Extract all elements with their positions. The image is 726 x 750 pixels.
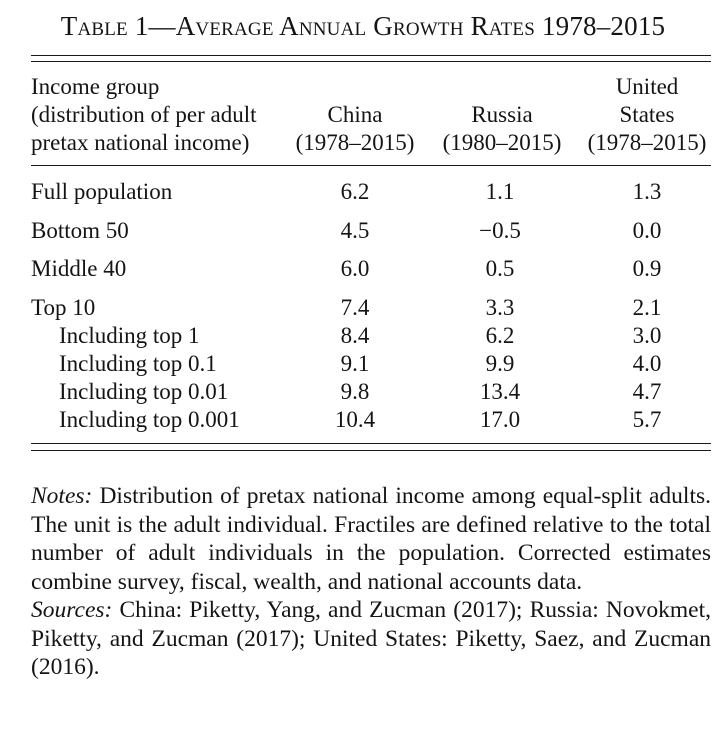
row-label: Full population — [31, 179, 173, 204]
sources-paragraph: Sources: China: Piketty, Yang, and Zucma… — [31, 596, 711, 682]
row-label: Including top 0.01 — [59, 379, 229, 404]
cell-us: 4.0 — [632, 351, 662, 376]
header-russia-line-2: (1980–2015) — [442, 130, 562, 155]
cell-russia: −0.5 — [479, 218, 521, 243]
row-label: Top 10 — [31, 295, 96, 320]
cell-russia: 0.5 — [485, 256, 515, 281]
cell-us: 3.0 — [632, 323, 662, 348]
cell-china: 8.4 — [340, 323, 370, 348]
header-china-line-1: China — [327, 102, 383, 127]
cell-china: 10.4 — [334, 407, 376, 432]
cell-china: 6.0 — [340, 256, 370, 281]
header-us-line-1: United — [615, 74, 679, 99]
header-income-line-2: (distribution of per adult — [31, 102, 257, 127]
row-label: Bottom 50 — [31, 218, 129, 243]
row-label: Including top 0.001 — [59, 407, 240, 432]
notes-label: Notes: — [31, 483, 93, 509]
header-china-line-2: (1978–2015) — [295, 130, 415, 155]
table-notes: Notes: Distribution of pretax national i… — [31, 482, 711, 682]
table-row: Bottom 50 4.5 −0.5 0.0 — [0, 217, 726, 245]
table-row: Middle 40 6.0 0.5 0.9 — [0, 255, 726, 283]
row-label: Including top 0.1 — [59, 351, 217, 376]
table-row: Including top 0.1 9.1 9.9 4.0 — [0, 350, 726, 378]
cell-china: 6.2 — [340, 179, 370, 204]
bottom-rule-1 — [31, 443, 711, 444]
top-rule-1 — [31, 55, 711, 56]
cell-russia: 3.3 — [485, 295, 515, 320]
cell-china: 9.8 — [340, 379, 370, 404]
cell-russia: 6.2 — [485, 323, 515, 348]
header-united-states: United States (1978–2015) — [578, 73, 716, 157]
header-china: China (1978–2015) — [290, 101, 420, 157]
row-label: Middle 40 — [31, 256, 127, 281]
cell-russia: 17.0 — [479, 407, 521, 432]
cell-us: 0.0 — [632, 218, 662, 243]
cell-russia: 13.4 — [479, 379, 521, 404]
table-row: Including top 0.001 10.4 17.0 5.7 — [0, 406, 726, 434]
cell-china: 4.5 — [340, 218, 370, 243]
notes-text: Distribution of pretax national income a… — [31, 483, 711, 595]
cell-us: 1.3 — [632, 179, 662, 204]
table-row: Full population 6.2 1.1 1.3 — [0, 178, 726, 206]
cell-china: 7.4 — [340, 295, 370, 320]
sources-text: China: Piketty, Yang, and Zucman (2017);… — [31, 597, 711, 680]
header-russia-line-1: Russia — [471, 102, 533, 127]
top-rule-2 — [31, 61, 711, 62]
header-income-line-3: pretax national income) — [31, 130, 250, 155]
header-rule — [31, 165, 711, 166]
row-label: Including top 1 — [59, 323, 200, 348]
header-income-line-1: Income group — [31, 74, 160, 99]
cell-russia: 9.9 — [485, 351, 515, 376]
table-row: Including top 0.01 9.8 13.4 4.7 — [0, 378, 726, 406]
cell-china: 9.1 — [340, 351, 370, 376]
cell-us: 4.7 — [632, 379, 662, 404]
table-title: Table 1—Average Annual Growth Rates 1978… — [60, 11, 666, 41]
header-us-line-3: (1978–2015) — [587, 130, 707, 155]
notes-paragraph: Notes: Distribution of pretax national i… — [31, 482, 711, 596]
header-income-group: Income group (distribution of per adult … — [31, 73, 257, 157]
sources-label: Sources: — [31, 597, 113, 623]
table-row: Including top 1 8.4 6.2 3.0 — [0, 322, 726, 350]
table-row: Top 10 7.4 3.3 2.1 — [0, 294, 726, 322]
header-russia: Russia (1980–2015) — [432, 101, 572, 157]
cell-us: 5.7 — [632, 407, 662, 432]
cell-us: 0.9 — [632, 256, 662, 281]
cell-us: 2.1 — [632, 295, 662, 320]
cell-russia: 1.1 — [485, 179, 515, 204]
header-us-line-2: States — [619, 102, 675, 127]
bottom-rule-2 — [31, 450, 711, 451]
